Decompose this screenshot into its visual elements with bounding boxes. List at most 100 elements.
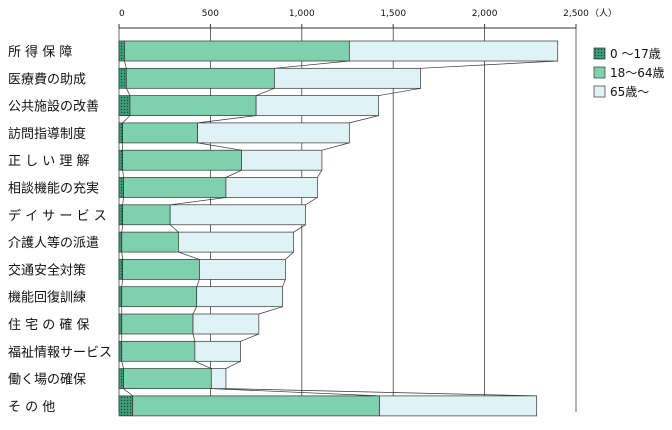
- bar-segment: [255, 95, 379, 116]
- bar-segment: [118, 149, 124, 171]
- bar-segment: [118, 340, 123, 362]
- x-tick-label: 2,000: [472, 9, 498, 19]
- connector-line: [194, 360, 212, 369]
- bar-segment: [118, 122, 124, 144]
- bar-segment: [178, 231, 294, 253]
- bar-segment: [123, 368, 212, 389]
- bar-segment: [121, 286, 198, 308]
- legend-swatch: [593, 85, 606, 98]
- connector-line: [197, 115, 257, 124]
- connector-line: [122, 115, 131, 124]
- legend-swatch: [593, 66, 606, 79]
- connector-line: [285, 251, 294, 260]
- category-label: 公共施設の改善: [8, 99, 99, 115]
- connector-line: [225, 388, 537, 397]
- bar-segment: [118, 395, 134, 417]
- connector-line: [274, 60, 350, 69]
- bar-segment: [348, 40, 559, 62]
- connector-line: [121, 279, 124, 287]
- unit-label: （人）: [590, 8, 617, 19]
- category-label: 介護人等の派遣: [8, 235, 99, 251]
- connector-line: [196, 279, 200, 287]
- connector-line: [121, 361, 124, 369]
- connector-line: [305, 197, 318, 206]
- connector-line: [197, 142, 242, 151]
- connector-line: [125, 88, 131, 96]
- connector-line: [178, 251, 200, 260]
- bar-segment: [199, 259, 286, 280]
- bar-segment: [122, 259, 200, 280]
- bar-segment: [192, 313, 260, 335]
- category-label: 正 し い 理 解: [8, 154, 90, 169]
- connector-line: [124, 60, 127, 69]
- category-label: 所 得 保 障: [8, 44, 72, 60]
- bar-segment: [379, 395, 538, 417]
- connector-line: [378, 87, 421, 96]
- bar-segment: [124, 40, 350, 62]
- bar-segment: [118, 259, 124, 280]
- bar-segment: [197, 122, 350, 144]
- connector-line: [122, 197, 124, 205]
- connector-layer: [121, 60, 558, 397]
- category-label: デ イ サ ー ビ ス: [8, 208, 107, 224]
- legend-swatch: [593, 47, 606, 60]
- axis-layer: 0 500 1,000 1,500 2,000 2,500 （人）: [118, 8, 617, 29]
- bar-segment: [121, 313, 194, 335]
- category-label: 福祉情報サービス: [8, 345, 112, 360]
- bar-segment: [122, 149, 242, 171]
- bar-segment: [118, 40, 125, 62]
- connector-line: [255, 87, 275, 96]
- bar-segment: [194, 340, 241, 362]
- legend: 0 ～17歳 18～64歳 65歳～: [593, 47, 665, 99]
- bar-segment: [123, 177, 227, 198]
- category-label: 住 宅 の 確 保: [8, 317, 90, 333]
- bar-segment: [118, 231, 123, 253]
- connector-line: [258, 306, 283, 315]
- category-label: 交通安全対策: [8, 262, 86, 278]
- x-tick-label: 1,000: [289, 9, 315, 19]
- bar-segment: [241, 149, 323, 171]
- connector-line: [225, 360, 241, 369]
- connector-line: [123, 388, 133, 397]
- bar-segment: [118, 368, 124, 389]
- bar-segment: [169, 204, 306, 226]
- connector-line: [122, 170, 124, 178]
- legend-label: 0 ～17歳: [610, 47, 661, 61]
- connector-line: [282, 279, 286, 287]
- legend-label: 65歳～: [610, 85, 649, 99]
- connector-line: [240, 333, 259, 342]
- connector-line: [349, 115, 379, 124]
- x-tick-label: 0: [119, 9, 125, 19]
- connector-line: [420, 60, 558, 69]
- connector-line: [169, 224, 179, 233]
- connector-line: [321, 142, 350, 151]
- category-label: 機能回復訓練: [8, 290, 86, 306]
- category-label: 働く場の確保: [8, 372, 86, 388]
- x-tick-label: 500: [202, 9, 219, 19]
- bar-segment: [225, 177, 318, 198]
- connector-line: [121, 224, 124, 233]
- connector-line: [121, 252, 124, 260]
- bar-segment: [125, 67, 275, 89]
- connector-line: [293, 224, 306, 233]
- bar-segment: [274, 67, 421, 89]
- bar-segment: [118, 67, 127, 89]
- bar-segment: [121, 340, 196, 362]
- bar-segment: [132, 395, 380, 417]
- bar-segment: [121, 231, 179, 253]
- connector-line: [317, 170, 323, 178]
- bar-segment: [118, 95, 131, 116]
- category-label: 医療費の助成: [8, 72, 86, 87]
- bar-segment: [210, 368, 227, 389]
- bar-segment: [122, 122, 198, 144]
- bar-layer: [118, 40, 559, 417]
- category-label: 相談機能の充実: [8, 181, 99, 197]
- x-tick-label: 2,500: [563, 9, 589, 19]
- connector-line: [211, 388, 380, 397]
- category-label: 訪問指導制度: [8, 126, 86, 142]
- connector-line: [192, 333, 196, 342]
- bar-segment: [122, 204, 171, 226]
- bar-segment: [118, 177, 124, 198]
